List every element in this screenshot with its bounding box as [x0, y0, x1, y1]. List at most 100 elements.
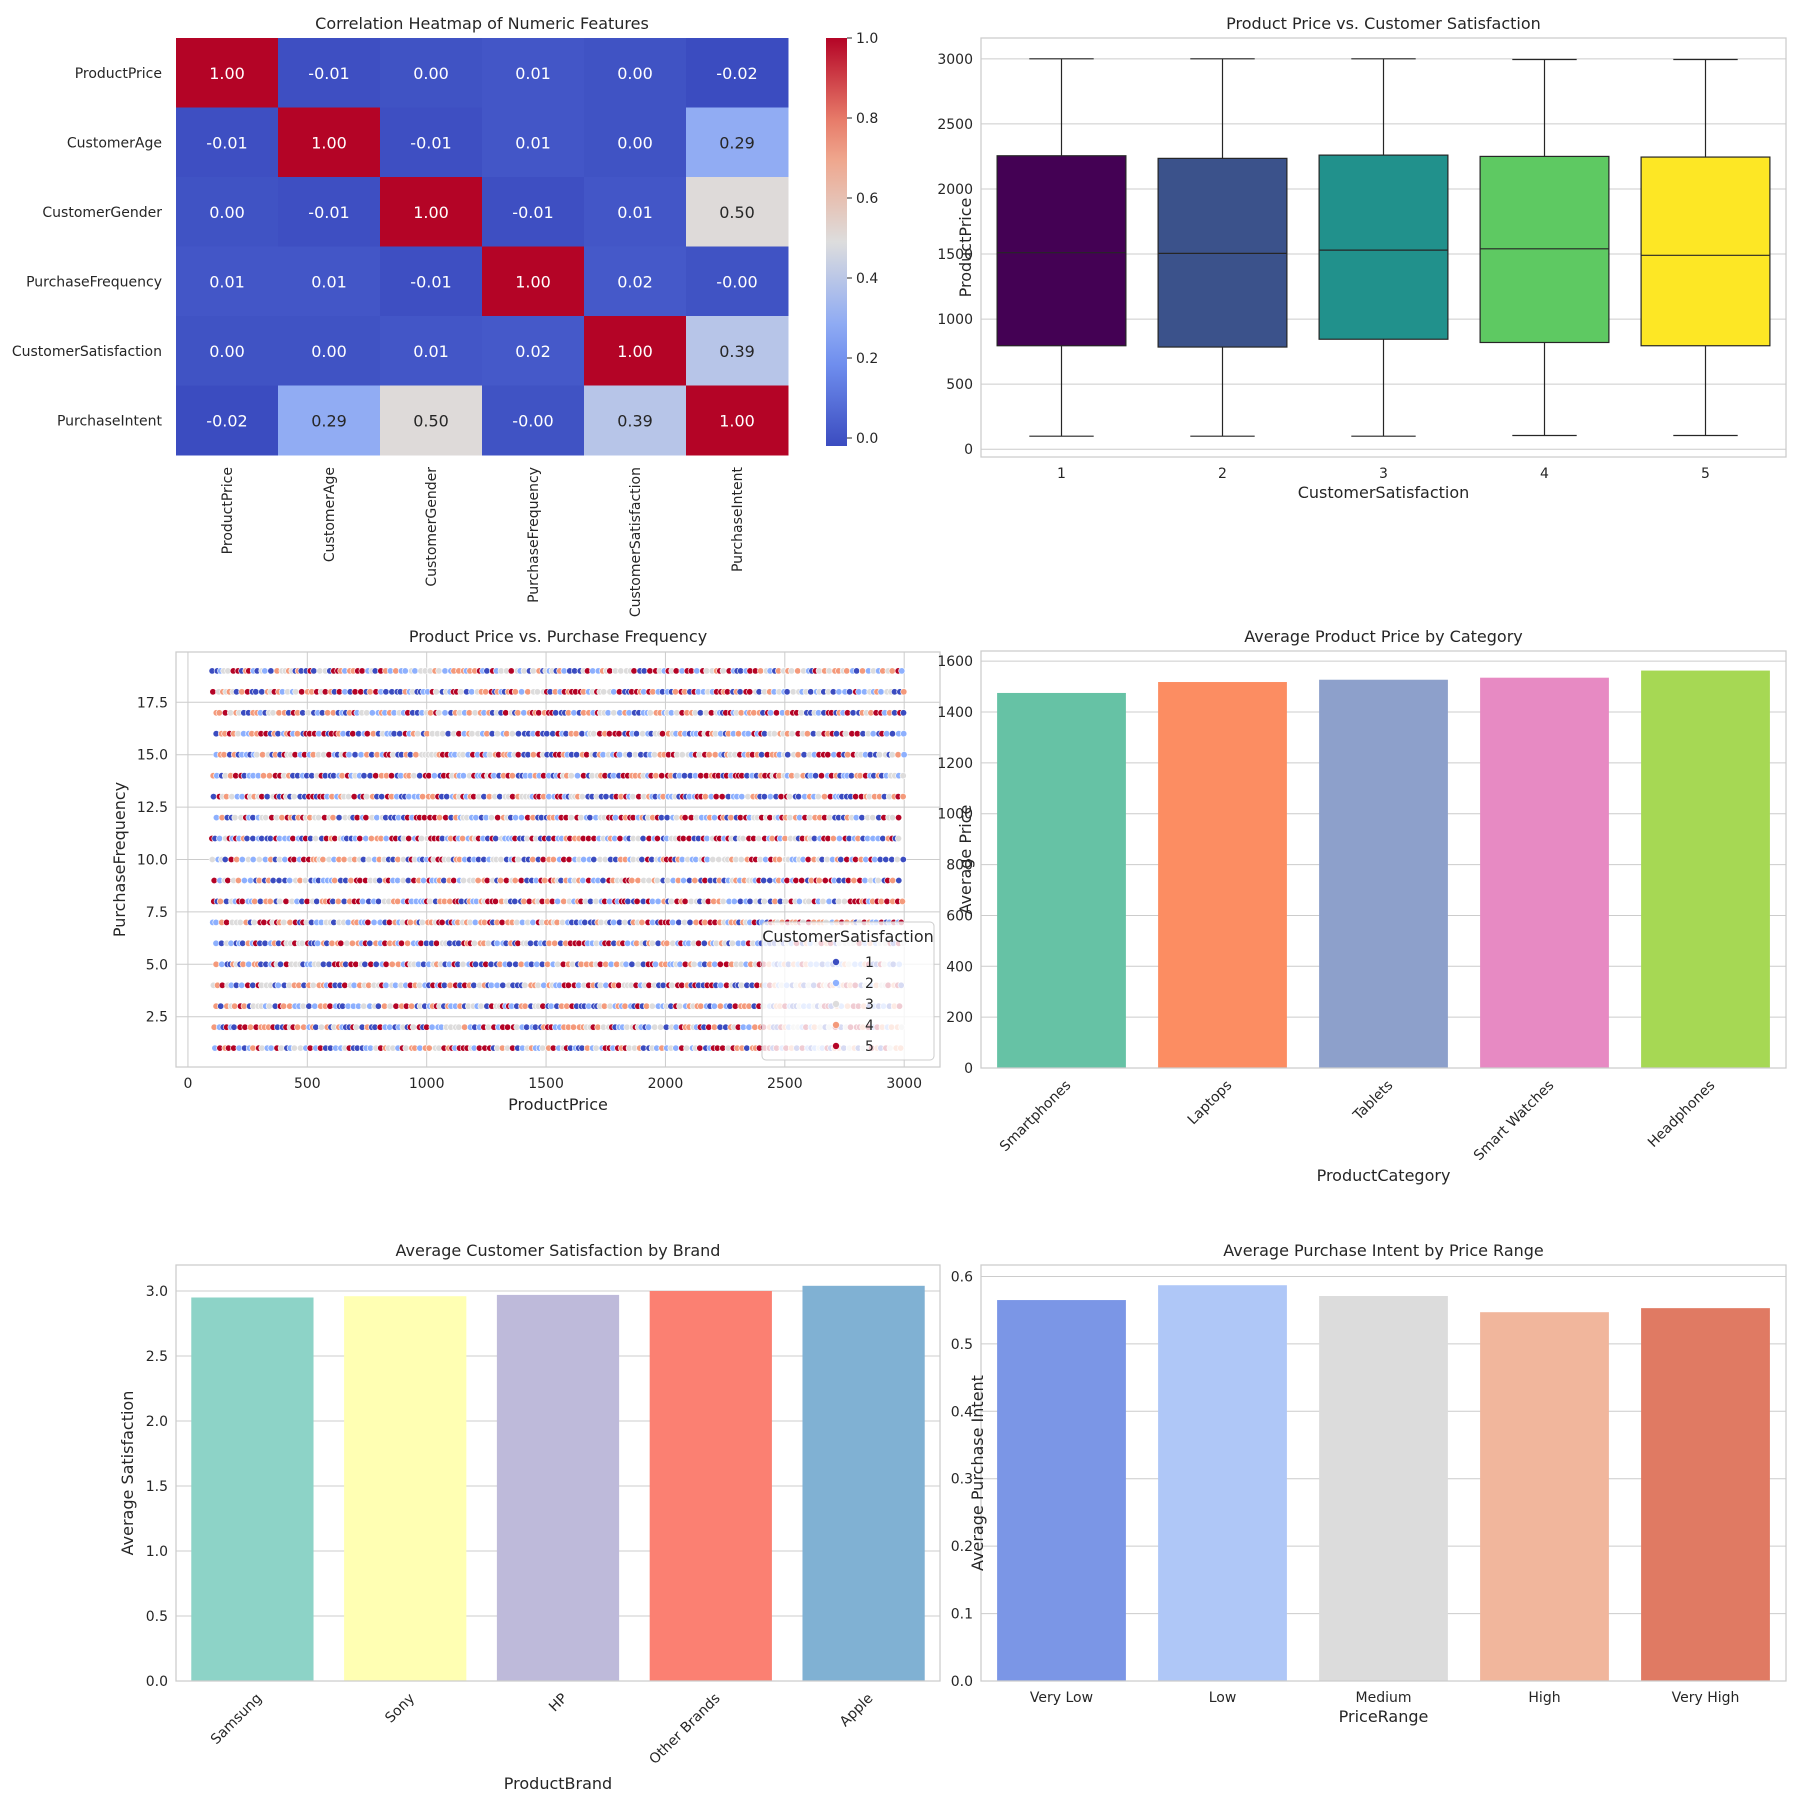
scatter-point [628, 876, 636, 884]
x-tick-label: 1500 [528, 1076, 564, 1092]
scatter-point [459, 834, 467, 842]
heatmap-value-label: 0.01 [515, 64, 551, 83]
heatmap-cell [380, 107, 483, 178]
scatter-point [335, 814, 343, 822]
scatter-point [847, 772, 855, 780]
scatter-point [267, 667, 275, 675]
x-tick-label: Smart Watches [1471, 1078, 1557, 1164]
heatmap-value-label: 1.00 [209, 64, 245, 83]
y-tick-label: 1.0 [146, 1544, 168, 1560]
x-tick-label: 5 [1701, 466, 1710, 482]
y-tick-label: 0.6 [951, 1269, 973, 1285]
scatter-point [835, 834, 843, 842]
bar [997, 1300, 1126, 1681]
scatter-point [895, 876, 903, 884]
scatter-point [240, 876, 248, 884]
heatmap-value-label: -0.01 [308, 64, 349, 83]
scatter-point [578, 793, 586, 801]
y-axis-label: Average Satisfaction [118, 1391, 137, 1556]
scatter-point [716, 1002, 724, 1010]
heatmap-y-tick-label: CustomerAge [67, 135, 162, 151]
bar [1480, 1312, 1609, 1681]
x-tick-label: Tablets [1350, 1078, 1397, 1125]
scatter-point [696, 709, 704, 717]
scatter-point [517, 814, 525, 822]
scatter-point [260, 918, 268, 926]
scatter-point [441, 709, 449, 717]
y-tick-label: 500 [946, 377, 973, 393]
boxplot-panel: 0 500 1000 1500 2000 2500 3000 1 2 3 4 5 Product Pri… [937, 14, 1787, 502]
scatter-point [430, 772, 438, 780]
scatter-point [360, 772, 368, 780]
scatter-point [715, 855, 723, 863]
scatter-point [900, 730, 908, 738]
y-tick-label: 17.5 [137, 695, 168, 711]
heatmap-cell [278, 316, 381, 386]
scatter-point [786, 793, 794, 801]
scatter-point [238, 688, 246, 696]
scatter-point [573, 772, 581, 780]
scatter-point [648, 939, 656, 947]
scatter-point [243, 834, 251, 842]
heatmap-value-label: -0.01 [512, 203, 553, 222]
scatter-point [646, 667, 654, 675]
scatter-point [262, 814, 270, 822]
scatter-point [842, 730, 850, 738]
scatter-point [710, 1002, 718, 1010]
y-tick-label: 0.5 [951, 1337, 973, 1353]
bar [1158, 1285, 1287, 1681]
scatter-point [621, 1002, 629, 1010]
axes-frame [980, 37, 1787, 458]
scatter-point [508, 772, 516, 780]
scatter-point [738, 793, 746, 801]
scatter-point [255, 855, 263, 863]
colorbar-tick-label: 0.0 [856, 431, 878, 447]
heatmap-value-label: 0.01 [413, 342, 449, 361]
heatmap-cell [278, 107, 381, 178]
scatter-point [460, 876, 468, 884]
y-tick-label: 0 [964, 1061, 973, 1077]
scatter-point [511, 897, 519, 905]
scatter-point [835, 688, 843, 696]
bar-panel-3: 02004006008001000120014001600Smartphones… [937, 627, 1787, 1185]
scatter-point [482, 688, 490, 696]
heatmap-cell [278, 246, 381, 317]
scatter-point [210, 793, 218, 801]
scatter-point [693, 667, 701, 675]
scatter-point [567, 772, 575, 780]
scatter-point [493, 939, 501, 947]
scatter-point [900, 688, 908, 696]
scatter-point [483, 667, 491, 675]
scatter-point [573, 751, 581, 759]
scatter-point [370, 918, 378, 926]
heatmap-cell [584, 316, 687, 386]
scatter-point [653, 876, 661, 884]
legend-marker [832, 1042, 840, 1050]
y-tick-label: 3000 [937, 52, 973, 68]
heatmap-cell [482, 177, 585, 247]
legend-label: 2 [865, 976, 874, 992]
scatter-point [739, 834, 747, 842]
heatmap-value-label: 0.01 [311, 272, 347, 291]
scatter-point [376, 876, 384, 884]
scatter-point [745, 1023, 753, 1031]
heatmap-cell [584, 385, 687, 456]
scatter-point [678, 751, 686, 759]
scatter-point [249, 1044, 257, 1052]
scatter-point [269, 709, 277, 717]
scatter-point [498, 918, 506, 926]
scatter-point [711, 751, 719, 759]
scatter-point [367, 834, 375, 842]
x-axis-label: ProductCategory [1317, 1166, 1451, 1185]
y-tick-label: 0.0 [146, 1674, 168, 1690]
scatter-point [737, 855, 745, 863]
heatmap-value-label: -0.01 [308, 203, 349, 222]
chart-title: Product Price vs. Purchase Frequency [409, 627, 707, 646]
x-axis-label: PriceRange [1339, 1707, 1429, 1726]
scatter-point [746, 688, 754, 696]
scatter-point [441, 667, 449, 675]
scatter-point [347, 876, 355, 884]
scatter-point [405, 834, 413, 842]
scatter-point [766, 876, 774, 884]
scatter-point [250, 918, 258, 926]
